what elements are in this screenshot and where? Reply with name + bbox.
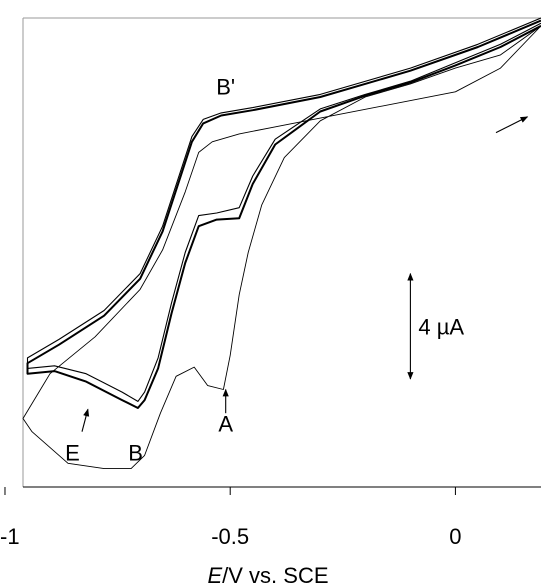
- x-tick-label: -1: [0, 524, 20, 549]
- scale-bar-label: 4 µA: [418, 314, 464, 339]
- annotations-layer: B' A E B 4 µA: [65, 74, 529, 466]
- cv-scan-mid: [26, 17, 541, 402]
- peak-label-bprime: B': [216, 74, 235, 99]
- cv-scan-thin: [22, 25, 541, 470]
- x-tick-label: 0: [449, 524, 461, 549]
- x-tick-label: -0.5: [211, 524, 249, 549]
- peak-label-a: A: [218, 412, 233, 437]
- scan-direction-arrow: [495, 116, 529, 134]
- plot-frame: [22, 17, 541, 487]
- cv-scan-thick: [26, 19, 541, 409]
- peak-label-b: B: [128, 441, 143, 466]
- x-axis-title: E/V vs. SCE: [207, 563, 328, 588]
- shoulder-e-arrow: [81, 408, 90, 432]
- curves-layer: [22, 17, 541, 470]
- x-axis: -1 -0.5 0: [0, 486, 541, 549]
- peak-label-e: E: [65, 441, 80, 466]
